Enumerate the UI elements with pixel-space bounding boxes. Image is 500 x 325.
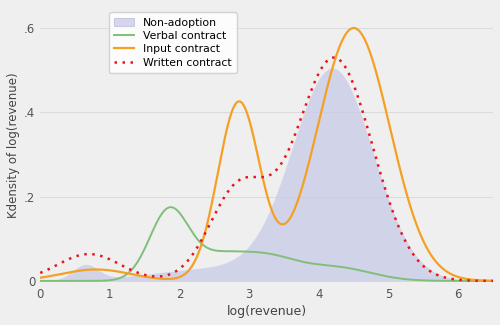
Y-axis label: Kdensity of log(revenue): Kdensity of log(revenue) [7, 72, 20, 218]
Legend: Non-adoption, Verbal contract, Input contract, Written contract: Non-adoption, Verbal contract, Input con… [109, 12, 236, 73]
X-axis label: log(revenue): log(revenue) [226, 305, 306, 318]
